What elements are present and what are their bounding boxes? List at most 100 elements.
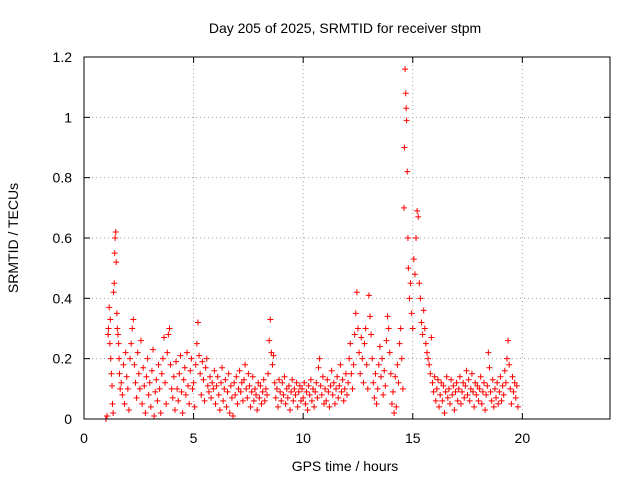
data-point — [450, 382, 457, 389]
data-point — [276, 376, 283, 383]
data-point — [196, 352, 203, 359]
data-point — [464, 391, 471, 398]
data-point — [407, 280, 414, 287]
data-point — [468, 370, 475, 377]
data-point — [349, 385, 356, 392]
data-point — [484, 382, 491, 389]
data-point — [265, 370, 272, 377]
data-point — [127, 355, 134, 362]
data-point — [237, 388, 244, 395]
data-point — [420, 307, 427, 314]
data-point — [251, 385, 258, 392]
axis-ticks — [83, 56, 610, 420]
data-point — [283, 385, 290, 392]
data-point — [436, 403, 443, 410]
x-tick-label: 10 — [295, 430, 311, 446]
data-point — [433, 385, 440, 392]
data-point — [113, 310, 120, 317]
data-point — [238, 379, 245, 386]
data-point — [284, 394, 291, 401]
data-point — [451, 406, 458, 413]
data-point — [222, 376, 229, 383]
data-point — [513, 382, 520, 389]
data-point — [217, 379, 224, 386]
data-point — [125, 406, 132, 413]
data-point — [280, 391, 287, 398]
data-point — [410, 256, 417, 263]
data-point — [310, 385, 317, 392]
y-tick-label: 0.8 — [53, 170, 73, 186]
data-point — [428, 334, 435, 341]
data-point — [112, 228, 119, 235]
data-point — [186, 400, 193, 407]
data-point — [293, 379, 300, 386]
data-point — [351, 331, 358, 338]
data-point — [439, 397, 446, 404]
data-point — [166, 325, 173, 332]
data-point — [340, 397, 347, 404]
data-point — [233, 373, 240, 380]
data-point — [495, 400, 502, 407]
data-point — [163, 400, 170, 407]
data-point — [188, 355, 195, 362]
data-point — [245, 370, 252, 377]
data-point — [114, 331, 121, 338]
y-tick-label: 1 — [64, 109, 72, 125]
data-point — [202, 364, 209, 371]
data-point — [493, 394, 500, 401]
data-point — [432, 397, 439, 404]
data-point — [150, 346, 157, 353]
data-point — [190, 379, 197, 386]
data-point — [175, 397, 182, 404]
data-point — [404, 168, 411, 175]
data-point — [352, 310, 359, 317]
data-point — [121, 400, 128, 407]
data-point — [393, 403, 400, 410]
data-point — [361, 340, 368, 347]
data-point — [259, 388, 266, 395]
data-point — [198, 391, 205, 398]
data-point — [262, 385, 269, 392]
data-point — [274, 403, 281, 410]
data-point — [368, 331, 375, 338]
data-point — [268, 349, 275, 356]
data-point — [105, 331, 112, 338]
data-point — [106, 304, 113, 311]
data-point — [365, 292, 372, 299]
data-point — [223, 403, 230, 410]
data-point — [296, 382, 303, 389]
data-point — [264, 391, 271, 398]
data-point — [139, 400, 146, 407]
data-point — [514, 403, 521, 410]
data-point — [174, 385, 181, 392]
data-point — [216, 406, 223, 413]
data-point — [342, 370, 349, 377]
data-point — [214, 373, 221, 380]
data-point — [331, 400, 338, 407]
data-point — [244, 394, 251, 401]
data-point — [306, 391, 313, 398]
data-point — [311, 403, 318, 410]
data-point — [453, 379, 460, 386]
data-point — [227, 382, 234, 389]
data-point — [281, 373, 288, 380]
data-point — [304, 406, 311, 413]
data-point — [257, 382, 264, 389]
data-point — [120, 361, 127, 368]
data-point — [471, 403, 478, 410]
data-point — [320, 400, 327, 407]
y-tick-label: 1.2 — [53, 49, 73, 65]
data-point — [427, 370, 434, 377]
data-point — [509, 373, 516, 380]
data-point — [132, 379, 139, 386]
data-point — [246, 382, 253, 389]
data-point — [147, 403, 154, 410]
data-point — [475, 397, 482, 404]
data-point — [267, 316, 274, 323]
data-point — [344, 391, 350, 398]
data-point — [294, 403, 301, 410]
chart-title: Day 205 of 2025, SRMTID for receiver stp… — [209, 20, 481, 36]
data-point — [115, 340, 122, 347]
data-point — [447, 400, 454, 407]
data-point — [444, 394, 451, 401]
